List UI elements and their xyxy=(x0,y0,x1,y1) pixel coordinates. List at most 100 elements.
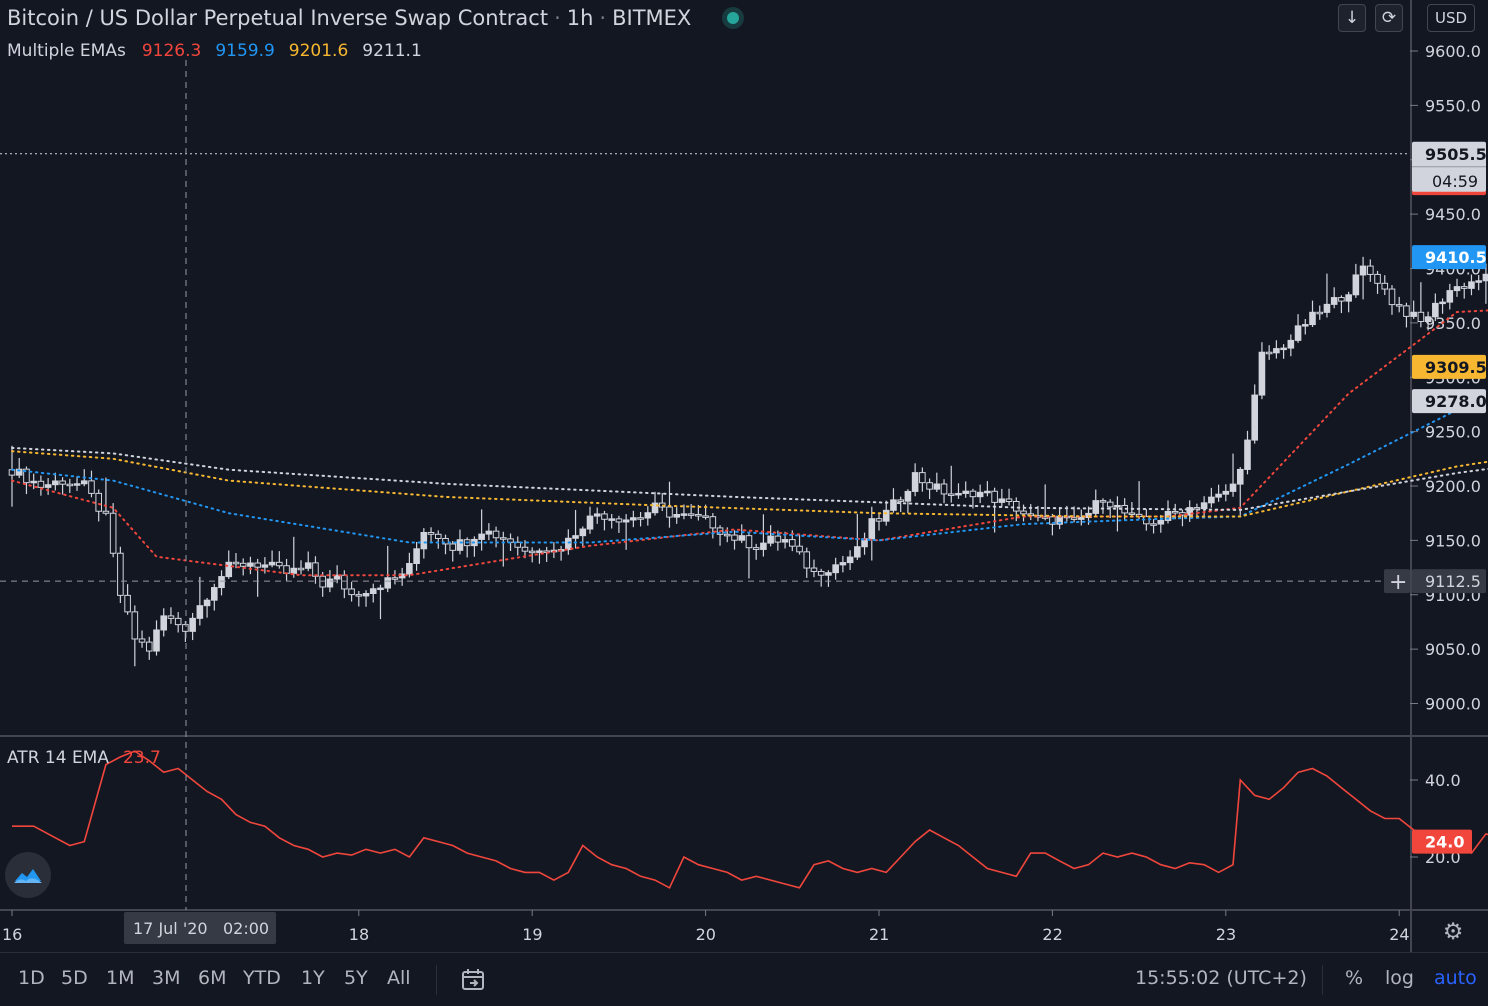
crosshair-price-tag-bg xyxy=(1412,569,1486,594)
crosshair-time-tag-bg xyxy=(124,912,276,944)
percent-scale-toggle[interactable]: % xyxy=(1345,967,1364,989)
title-separator: · xyxy=(599,6,607,30)
atr-legend[interactable]: ATR 14 EMA 23.7 xyxy=(7,748,161,768)
candle-body xyxy=(427,531,435,535)
candle-body xyxy=(810,567,818,572)
range-all[interactable]: All xyxy=(387,967,411,989)
candle-body xyxy=(66,483,74,487)
range-ytd[interactable]: YTD xyxy=(243,967,281,989)
candle-body xyxy=(825,572,832,576)
go-to-date-icon[interactable] xyxy=(460,967,488,993)
chart-canvas[interactable]: 9000.09050.09100.09150.09200.09250.09300… xyxy=(0,0,1488,952)
candle-body xyxy=(15,468,23,476)
candle-body xyxy=(1338,297,1345,302)
candle-body xyxy=(817,570,825,576)
candle-body xyxy=(348,588,355,596)
candle-body xyxy=(1041,516,1049,519)
candle-body xyxy=(911,472,919,492)
symbol-title-row[interactable]: Bitcoin / US Dollar Perpetual Inverse Sw… xyxy=(7,4,740,32)
candle-body xyxy=(254,562,261,568)
atr-indicator-name: ATR 14 EMA xyxy=(7,748,109,768)
candle-body xyxy=(312,562,319,577)
log-scale-toggle[interactable]: log xyxy=(1385,967,1414,989)
candle-body xyxy=(752,547,760,550)
crosshair-price-tag: 9112.5 xyxy=(1425,572,1481,591)
candle-body xyxy=(803,551,811,569)
candle-body xyxy=(789,539,796,547)
candle-body xyxy=(1012,500,1020,512)
candle-body xyxy=(1150,523,1157,526)
candle-body xyxy=(1287,339,1295,349)
ema-line-3 xyxy=(11,450,1488,518)
interval-label: 1h xyxy=(566,6,594,30)
candle-body xyxy=(1309,311,1316,326)
range-5y[interactable]: 5Y xyxy=(344,967,368,989)
tradingview-logo[interactable] xyxy=(5,852,51,898)
candle-body xyxy=(492,530,500,539)
candle-body xyxy=(218,576,225,589)
candle-body xyxy=(1258,351,1266,396)
candle-body xyxy=(1229,483,1237,492)
candle-body xyxy=(1446,290,1454,303)
candle-body xyxy=(1265,351,1273,355)
price-tick-label: 9450.0 xyxy=(1425,205,1481,224)
candle-body xyxy=(572,535,579,539)
range-6m[interactable]: 6M xyxy=(198,967,227,989)
price-tick-label: 9550.0 xyxy=(1425,96,1481,115)
currency-button[interactable]: USD xyxy=(1427,4,1475,32)
candle-body xyxy=(1294,325,1302,341)
candle-body xyxy=(1316,311,1324,315)
candle-body xyxy=(976,491,984,498)
range-1d[interactable]: 1D xyxy=(18,967,45,989)
time-tick-label: 19 xyxy=(522,925,542,944)
time-tick-label: 21 xyxy=(869,925,889,944)
candle-body xyxy=(1273,348,1280,354)
reset-chart-button[interactable]: ⟳ xyxy=(1375,4,1403,32)
candle-body xyxy=(1208,496,1215,504)
price-tick-label: 9350.0 xyxy=(1425,314,1481,333)
candle-body xyxy=(131,611,139,640)
candle-body xyxy=(622,519,630,523)
candle-body xyxy=(225,561,233,578)
candle-body xyxy=(1005,498,1013,502)
candle-body xyxy=(897,499,904,502)
candle-body xyxy=(536,550,543,553)
toolbar-divider xyxy=(1322,965,1323,995)
crosshair-date-tag: 17 Jul '20 xyxy=(133,919,208,938)
settings-gear-icon[interactable]: ⚙ xyxy=(1442,919,1464,945)
range-1m[interactable]: 1M xyxy=(106,967,135,989)
atr-line xyxy=(12,750,1488,889)
scroll-to-realtime-button[interactable]: ↓ xyxy=(1338,4,1366,32)
candle-body xyxy=(904,490,912,502)
candle-body xyxy=(456,539,464,551)
candle-body xyxy=(1352,274,1360,296)
candle-body xyxy=(709,516,717,529)
candle-body xyxy=(882,509,890,522)
candle-body xyxy=(485,530,493,535)
auto-scale-toggle[interactable]: auto xyxy=(1434,967,1477,989)
crosshair-time-tag: 02:00 xyxy=(223,919,269,938)
candle-body xyxy=(695,513,702,517)
range-5d[interactable]: 5D xyxy=(61,967,88,989)
plus-icon: + xyxy=(1389,570,1407,595)
candle-body xyxy=(333,574,341,580)
clock-timezone[interactable]: 15:55:02 (UTC+2) xyxy=(1135,967,1307,989)
candle-body xyxy=(774,535,782,543)
candle-body xyxy=(839,562,847,566)
candle-body xyxy=(203,599,211,607)
add-alert-plus-button xyxy=(1384,569,1410,594)
candle-body xyxy=(449,543,457,551)
candle-body xyxy=(37,480,45,488)
range-1y[interactable]: 1Y xyxy=(301,967,325,989)
candle-body xyxy=(637,517,644,520)
candle-body xyxy=(52,480,59,486)
candle-body xyxy=(384,577,392,589)
candle-body xyxy=(1460,286,1468,289)
candle-body xyxy=(117,552,124,596)
ema-legend[interactable]: Multiple EMAs 9126.3 9159.9 9201.6 9211.… xyxy=(7,41,422,65)
candle-body xyxy=(1114,504,1121,508)
candle-body xyxy=(955,492,962,496)
candle-body xyxy=(1482,273,1488,282)
range-3m[interactable]: 3M xyxy=(152,967,181,989)
candle-body xyxy=(434,533,442,539)
